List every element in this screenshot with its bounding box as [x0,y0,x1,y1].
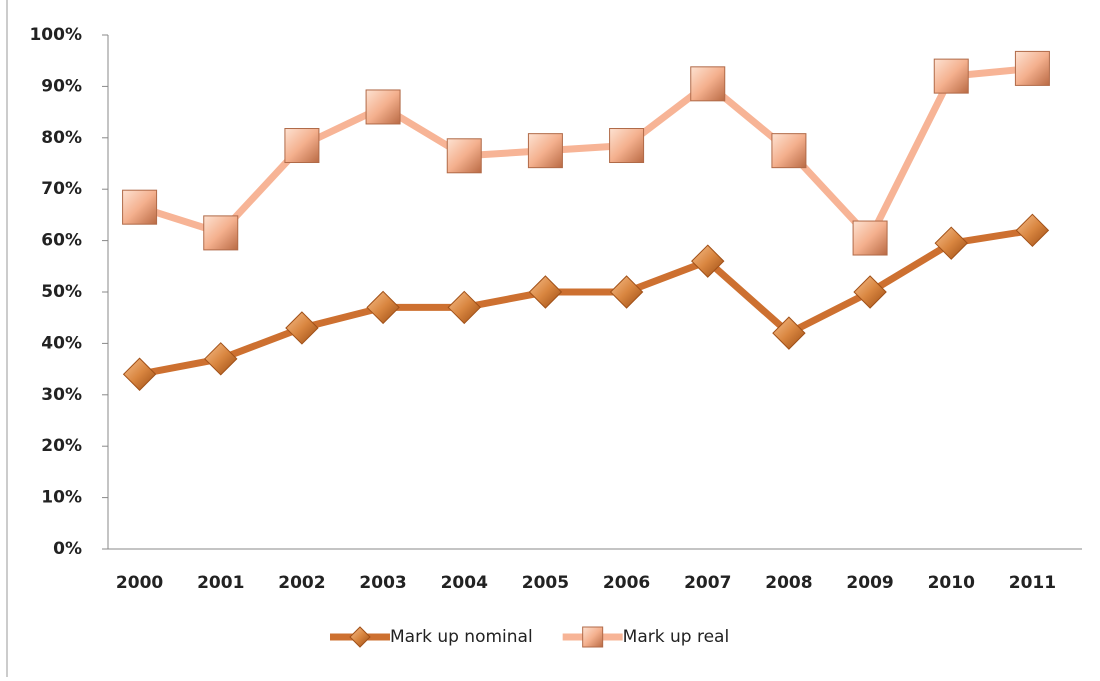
x-tick-label: 2009 [846,573,893,593]
y-tick-label: 90% [41,76,82,96]
x-tick-label: 2006 [603,573,650,593]
y-tick-label: 30% [41,385,82,405]
marker [365,89,401,125]
marker [609,275,644,309]
y-tick-label: 50% [41,282,82,302]
marker [447,290,481,325]
y-tick-label: 80% [41,128,82,148]
legend-marker [582,626,604,648]
marker [772,316,806,350]
x-tick-label: 2003 [359,573,406,593]
legend-label: Mark up nominal [390,627,533,647]
marker [771,133,807,169]
y-tick-label: 70% [41,179,82,199]
marker [446,138,482,174]
marker [203,215,239,251]
y-tick-label: 40% [41,333,82,353]
series-line [138,226,1033,378]
y-tick-label: 60% [41,231,82,251]
x-tick-label: 2001 [197,573,244,593]
x-tick-label: 2010 [928,573,975,593]
x-tick-label: 2008 [765,573,812,593]
marker [691,244,725,278]
marker [852,220,888,256]
marker [609,128,645,164]
marker [1014,50,1050,86]
marker [527,133,563,169]
marker [933,58,969,94]
marker [366,290,400,325]
marker [204,342,238,376]
legend-marker [349,626,371,648]
x-tick-label: 2011 [1009,573,1056,593]
x-tick-label: 2007 [684,573,731,593]
y-tick-label: 10% [41,488,82,508]
marker [284,128,320,164]
y-tick-label: 100% [29,25,82,45]
marker [690,66,726,102]
x-tick-label: 2004 [441,573,488,593]
legend-label: Mark up real [623,627,730,647]
marker [934,226,968,260]
y-tick-label: 20% [41,436,82,456]
x-tick-label: 2000 [116,573,163,593]
marker [122,357,157,391]
x-tick-label: 2005 [522,573,569,593]
x-tick-label: 2002 [278,573,325,593]
y-tick-label: 0% [53,539,82,559]
marker [285,311,319,345]
marker [853,275,887,309]
marker [122,189,158,225]
marker [1015,213,1050,248]
series-line [138,64,1033,242]
marker [528,275,563,309]
